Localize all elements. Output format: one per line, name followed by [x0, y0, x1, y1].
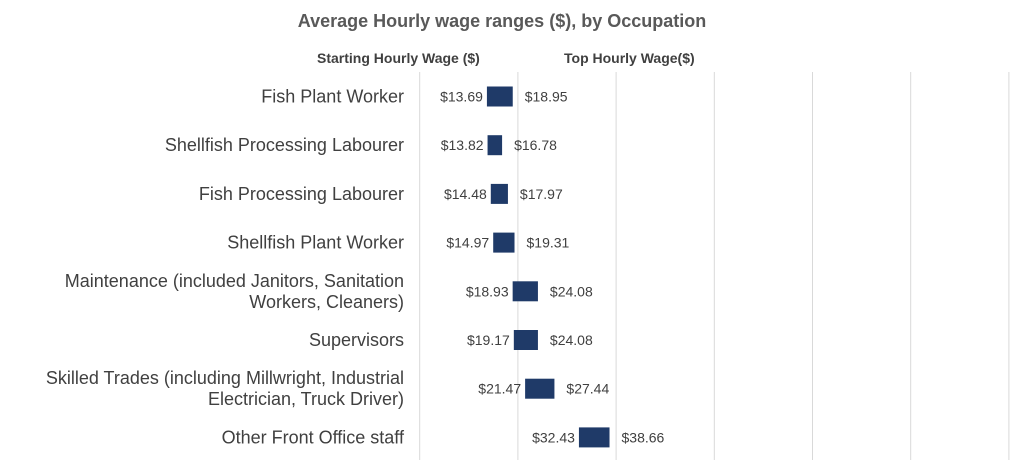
category-label: Shellfish Processing Labourer: [165, 135, 404, 155]
top-wage-header: Top Hourly Wage($): [564, 50, 695, 66]
category-label: Fish Processing Labourer: [199, 184, 404, 204]
category-label: Other Front Office staff: [222, 427, 405, 447]
top-value-label: $24.08: [550, 283, 593, 299]
wage-range-bar: [487, 135, 503, 156]
wage-range-bar: [512, 281, 538, 302]
start-value-label: $19.17: [467, 332, 510, 348]
top-value-label: $27.44: [566, 381, 609, 397]
wage-range-bar: [513, 330, 538, 350]
category-label: Supervisors: [309, 330, 404, 350]
top-value-label: $24.08: [550, 332, 593, 348]
start-value-label: $32.43: [532, 429, 575, 445]
top-value-label: $19.31: [527, 235, 570, 251]
wage-range-bar: [486, 86, 513, 107]
start-value-label: $21.47: [478, 381, 521, 397]
category-label: Maintenance (included Janitors, Sanitati…: [65, 271, 404, 312]
wage-range-bar: [578, 427, 610, 448]
start-value-label: $14.97: [446, 235, 489, 251]
start-value-label: $18.93: [466, 283, 509, 299]
wage-range-bar: [493, 232, 515, 253]
category-label: Fish Plant Worker: [261, 87, 404, 107]
category-label: Shellfish Plant Worker: [227, 233, 404, 253]
chart-title: Average Hourly wage ranges ($), by Occup…: [297, 11, 707, 31]
wage-range-bar: [525, 378, 555, 399]
top-value-label: $16.78: [514, 137, 557, 153]
top-value-label: $17.97: [520, 186, 563, 202]
category-label: Skilled Trades (including Millwright, In…: [46, 368, 404, 409]
starting-wage-header: Starting Hourly Wage ($): [317, 50, 480, 66]
top-value-label: $38.66: [622, 429, 665, 445]
top-value-label: $18.95: [525, 89, 568, 105]
start-value-label: $13.69: [440, 89, 483, 105]
start-value-label: $14.48: [444, 186, 487, 202]
start-value-label: $13.82: [441, 137, 484, 153]
wage-range-bar: [490, 183, 508, 204]
